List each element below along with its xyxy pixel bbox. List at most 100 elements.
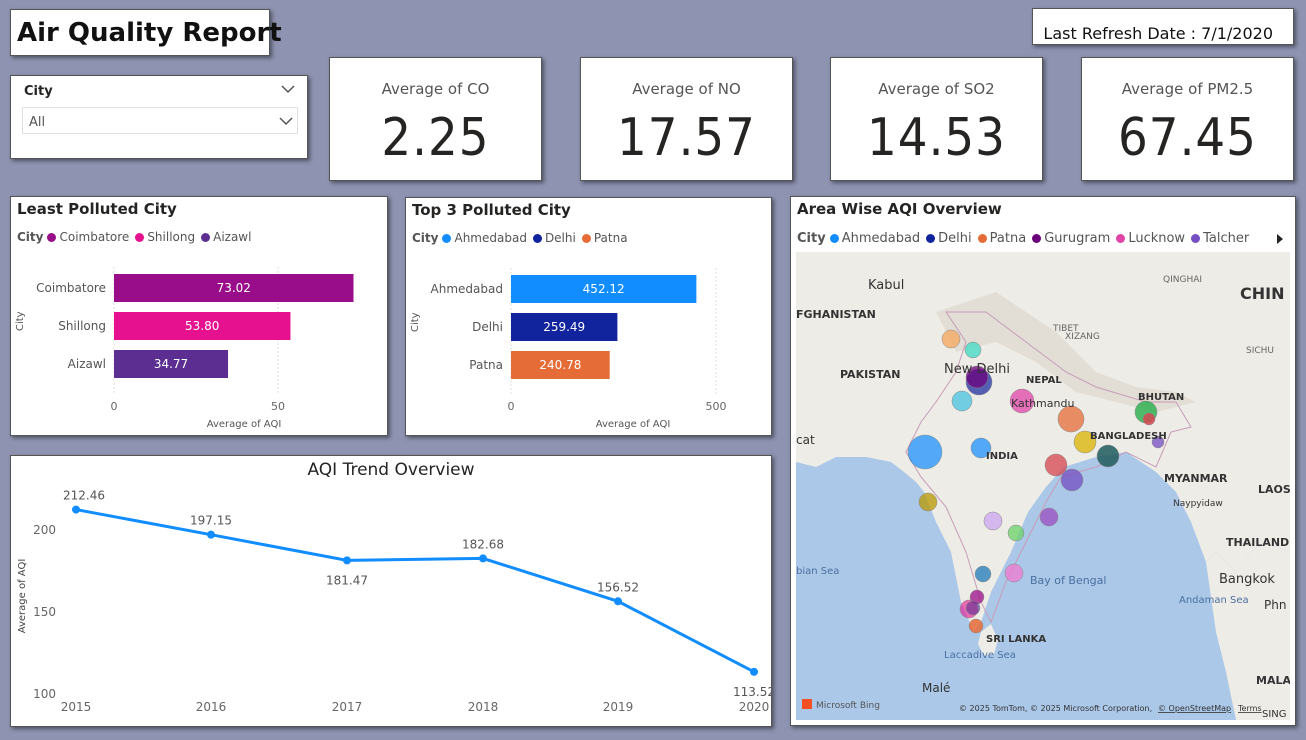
legend-item[interactable]: Coimbatore: [47, 230, 129, 244]
map-city-marker[interactable]: [974, 565, 992, 583]
legend-title: City: [797, 231, 826, 246]
data-point[interactable]: [479, 554, 487, 563]
aqi-trend-chart: AQI Trend Overview Average of AQI 100 150…: [10, 455, 772, 727]
legend-dot: [47, 232, 57, 242]
data-label: 452.12: [583, 282, 625, 296]
bar[interactable]: [511, 275, 697, 303]
data-point[interactable]: [750, 667, 758, 676]
chart-legend: City Coimbatore Shillong Aizawl: [17, 230, 257, 244]
data-point[interactable]: [207, 530, 215, 539]
india-border: [905, 311, 1192, 624]
legend-item[interactable]: Lucknow: [1116, 231, 1185, 246]
landmass-north: [796, 252, 1290, 632]
map-city-marker[interactable]: [965, 365, 989, 389]
kpi-value: 67.45: [1118, 108, 1257, 168]
slicer-dropdown[interactable]: All: [22, 107, 298, 134]
legend-dot: [442, 233, 452, 243]
terms-link[interactable]: Terms: [1237, 704, 1262, 713]
map-city-marker[interactable]: [1039, 507, 1059, 527]
bing-logo-text: Microsoft Bing: [816, 701, 880, 711]
map-city-marker[interactable]: [907, 434, 943, 470]
data-label: 156.52: [597, 580, 639, 594]
legend-label: Delhi: [938, 231, 972, 246]
map-city-marker[interactable]: [1044, 453, 1068, 477]
map-labels: Kabul FGHANISTAN PAKISTAN New Delhi NEPA…: [796, 275, 1290, 720]
bar[interactable]: [511, 313, 618, 341]
bar-chart-plot: City 0 50 Average of AQI Coimbatore 73.02…: [15, 267, 354, 430]
map-city-marker[interactable]: [968, 618, 984, 634]
map-label: New Delhi: [944, 362, 1010, 377]
map-label: Naypyidaw: [1173, 499, 1223, 509]
legend-item[interactable]: Aizawl: [201, 230, 251, 244]
bar[interactable]: [511, 351, 610, 379]
map-city-marker[interactable]: [1073, 430, 1097, 454]
map-city-marker[interactable]: [1060, 468, 1084, 492]
bar[interactable]: [114, 312, 291, 340]
legend-item[interactable]: Patna: [581, 231, 628, 245]
map-city-marker[interactable]: [1007, 524, 1025, 542]
map-label: BHUTAN: [1138, 392, 1184, 403]
legend-item[interactable]: Ahmedabad: [442, 231, 527, 245]
data-point[interactable]: [72, 505, 80, 514]
map-city-marker[interactable]: [1004, 563, 1024, 583]
map-label: cat: [796, 433, 815, 447]
legend-dot: [201, 232, 211, 242]
map-city-marker[interactable]: [1151, 435, 1165, 449]
map-city-marker[interactable]: [918, 492, 938, 512]
dropdown-chevron-icon[interactable]: [279, 116, 293, 126]
bing-icon: [802, 699, 812, 709]
map-city-marker[interactable]: [970, 437, 992, 459]
legend-item[interactable]: Ahmedabad: [829, 231, 920, 246]
category-label: Shillong: [58, 319, 106, 333]
legend-item[interactable]: Patna: [977, 231, 1026, 246]
map-label: Kabul: [868, 278, 904, 293]
map-city-marker[interactable]: [1142, 412, 1156, 426]
map-city-marker[interactable]: [1009, 388, 1035, 414]
data-point[interactable]: [614, 597, 622, 606]
legend-label: Lucknow: [1128, 231, 1186, 246]
map-label: Bangkok: [1219, 572, 1275, 587]
legend-item[interactable]: Gurugram: [1032, 231, 1110, 246]
map-label: CHIN: [1240, 284, 1284, 303]
report-title-card: Air Quality Report: [10, 9, 282, 56]
map-city-marker[interactable]: [941, 329, 961, 349]
map-label: Kathmandu: [1011, 397, 1074, 410]
kpi-label: Average of PM2.5: [1121, 80, 1254, 98]
map-label: TIBET: [1052, 324, 1079, 334]
chevron-down-icon[interactable]: [281, 84, 295, 94]
map-city-marker[interactable]: [965, 600, 981, 616]
map-city-marker[interactable]: [964, 341, 982, 359]
data-label: 73.02: [217, 281, 251, 295]
x-tick: 2018: [468, 700, 499, 714]
legend-item[interactable]: Shillong: [135, 230, 195, 244]
data-point[interactable]: [343, 556, 351, 565]
map-city-marker[interactable]: [1096, 444, 1120, 468]
data-label: 181.47: [326, 573, 368, 587]
chart-title: Least Polluted City: [17, 200, 177, 218]
chart-title: AQI Trend Overview: [307, 460, 475, 480]
x-tick: 2020: [739, 700, 770, 714]
map-canvas[interactable]: Kabul FGHANISTAN PAKISTAN New Delhi NEPA…: [796, 252, 1290, 720]
map-city-marker[interactable]: [983, 511, 1003, 531]
legend-label: Talcher: [1203, 231, 1250, 246]
area-map: Area Wise AQI Overview City Ahmedabad Del…: [790, 196, 1296, 726]
trend-line[interactable]: [75, 508, 755, 674]
city-slicer: City All: [10, 75, 308, 159]
map-label: Phn: [1264, 598, 1286, 612]
line-chart-plot: Average of AQI 100 150 200 2015 2016 2017 2018…: [17, 489, 771, 714]
y-tick: 150: [33, 605, 56, 619]
legend-item[interactable]: Delhi: [926, 231, 972, 246]
bar[interactable]: [114, 350, 229, 378]
bar[interactable]: [114, 274, 354, 302]
y-tick: 200: [33, 523, 56, 537]
legend-next-icon[interactable]: [1275, 233, 1285, 245]
map-city-marker[interactable]: [1057, 405, 1085, 433]
map-city-marker[interactable]: [951, 390, 973, 412]
slicer-label: City: [24, 84, 53, 99]
andaman-coast: [1191, 522, 1290, 720]
legend-item[interactable]: Delhi: [532, 231, 576, 245]
data-label: 53.80: [185, 319, 219, 333]
legend-item[interactable]: Talcher: [1191, 231, 1249, 246]
osm-link[interactable]: © OpenStreetMap: [1158, 704, 1231, 713]
kpi-value: 14.53: [867, 108, 1006, 168]
